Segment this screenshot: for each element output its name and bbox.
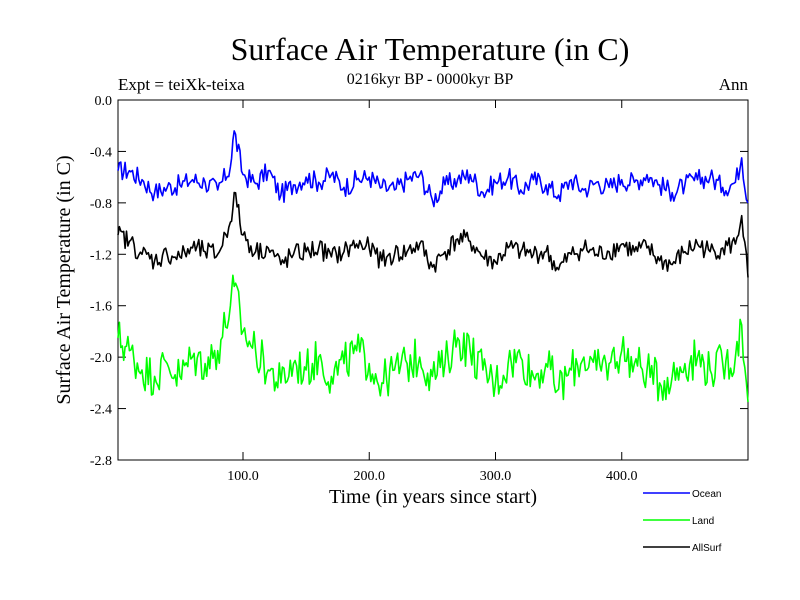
expt-label: Expt = teiXk-teixa xyxy=(118,75,245,94)
plot-area xyxy=(117,130,749,403)
series-line-allsurf xyxy=(117,191,749,278)
plot-frame xyxy=(117,99,749,461)
series-line-land xyxy=(117,274,749,403)
chart-title: Surface Air Temperature (in C) xyxy=(231,31,630,67)
x-axis-label: Time (in years since start) xyxy=(329,486,537,508)
series-line-ocean xyxy=(117,130,749,208)
y-axis-label: Surface Air Temperature (in C) xyxy=(53,155,75,404)
x-tick-label: 100.0 xyxy=(227,469,259,484)
y-tick-label: -1.2 xyxy=(90,248,112,263)
x-axis: 100.0 200.0 300.0 400.0 xyxy=(227,100,637,484)
y-tick-label: -2.0 xyxy=(90,351,112,366)
legend-label-land: Land xyxy=(692,516,714,527)
legend-label-allsurf: AllSurf xyxy=(692,543,722,554)
x-tick-label: 300.0 xyxy=(480,469,512,484)
legend-label-ocean: Ocean xyxy=(692,489,721,500)
season-label: Ann xyxy=(719,75,749,94)
y-tick-label: 0.0 xyxy=(95,94,113,109)
y-tick-label: -0.4 xyxy=(90,145,112,160)
y-tick-label: -2.4 xyxy=(90,403,112,418)
y-tick-label: -2.8 xyxy=(90,454,112,469)
x-tick-label: 200.0 xyxy=(353,469,385,484)
legend: Ocean Land AllSurf xyxy=(643,489,722,554)
x-tick-label: 400.0 xyxy=(606,469,638,484)
chart-subtitle: 0216kyr BP - 0000kyr BP xyxy=(347,71,514,88)
y-axis: 0.0 -0.4 -0.8 -1.2 -1.6 -2.0 -2.4 -2.8 xyxy=(90,94,748,469)
y-tick-label: -1.6 xyxy=(90,300,112,315)
y-tick-label: -0.8 xyxy=(90,197,112,212)
